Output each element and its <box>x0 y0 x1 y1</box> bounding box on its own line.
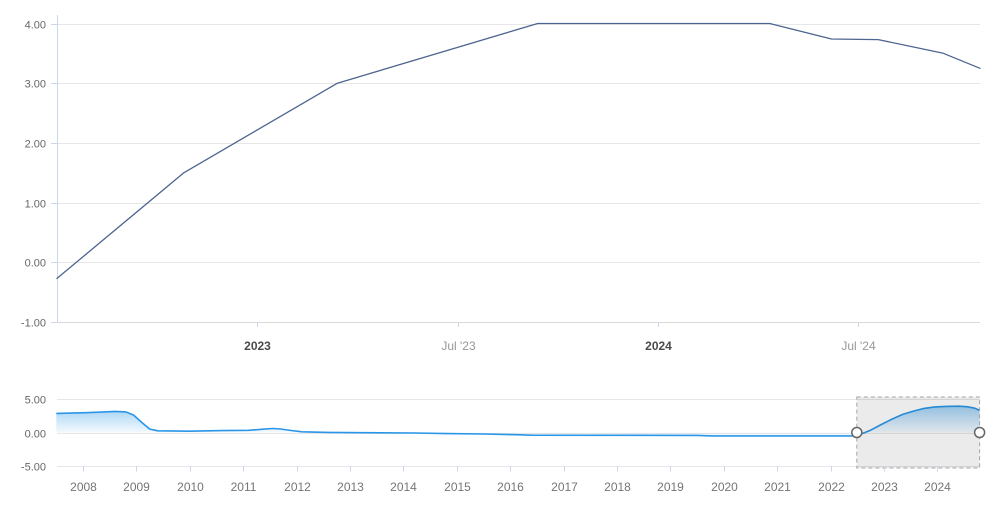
main-x-axis-label: 2023 <box>244 339 271 353</box>
nav-y-axis-label: -5.00 <box>21 462 46 474</box>
main-y-axis-label: 0.00 <box>25 258 46 270</box>
main-plot-area[interactable] <box>57 14 980 322</box>
main-line-series <box>56 22 981 280</box>
nav-y-axis-label: 0.00 <box>25 429 46 441</box>
nav-year-label: 2009 <box>123 480 150 494</box>
nav-year-label: 2011 <box>231 480 257 494</box>
nav-year-label: 2019 <box>657 480 684 494</box>
navigator-handle-left[interactable] <box>851 426 863 439</box>
nav-year-label: 2016 <box>497 480 524 494</box>
navigator-line-series <box>56 405 980 437</box>
nav-year-label: 2018 <box>604 480 631 494</box>
nav-year-label: 2020 <box>711 480 738 494</box>
nav-y-axis-label: 5.00 <box>25 395 46 407</box>
nav-year-label: 2008 <box>70 480 97 494</box>
nav-year-label: 2010 <box>177 480 204 494</box>
main-y-axis-label: 3.00 <box>25 79 46 91</box>
nav-year-label: 2023 <box>871 480 898 494</box>
main-y-axis-label: 4.00 <box>25 20 46 32</box>
nav-year-label: 2013 <box>337 480 364 494</box>
nav-year-label: 2014 <box>390 480 417 494</box>
main-y-axis-label: 1.00 <box>25 199 46 211</box>
nav-year-label: 2015 <box>444 480 471 494</box>
navigator-handle-right[interactable] <box>973 426 986 439</box>
nav-year-label: 2021 <box>764 480 791 494</box>
main-x-axis-label: 2024 <box>645 339 672 353</box>
nav-year-label: 2017 <box>551 480 578 494</box>
navigator-selected-range[interactable] <box>856 396 981 469</box>
nav-year-label: 2012 <box>284 480 311 494</box>
main-x-axis-label: Jul '24 <box>841 339 876 353</box>
main-x-axis-label: Jul '23 <box>441 339 476 353</box>
nav-year-label: 2022 <box>818 480 845 494</box>
nav-year-label: 2024 <box>924 480 951 494</box>
main-y-axis-label: -1.00 <box>21 318 46 330</box>
main-y-axis-label: 2.00 <box>25 139 46 151</box>
